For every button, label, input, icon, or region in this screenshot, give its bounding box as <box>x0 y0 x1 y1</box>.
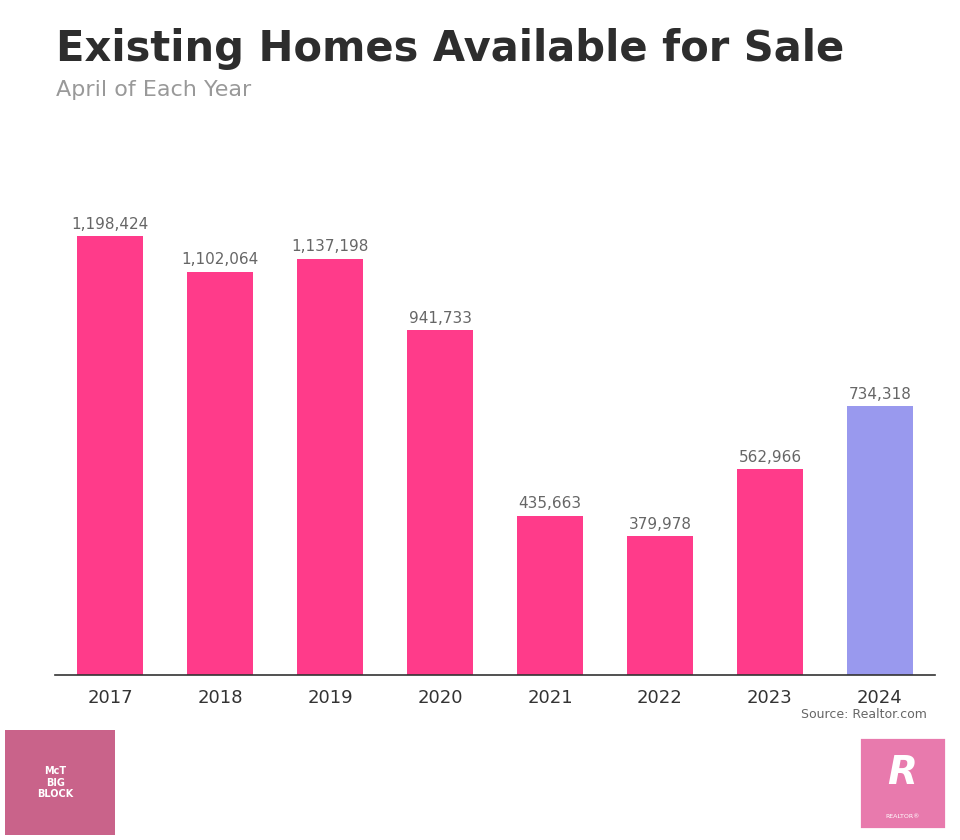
Bar <box>297 259 363 675</box>
Text: McT Real Estate Group: McT Real Estate Group <box>130 755 415 775</box>
Text: 379,978: 379,978 <box>629 517 691 532</box>
Text: 435,663: 435,663 <box>518 496 582 512</box>
Text: REALTOR®: REALTOR® <box>885 815 920 820</box>
Text: 734,318: 734,318 <box>849 387 911 402</box>
Text: R: R <box>887 754 918 792</box>
Bar <box>627 536 693 675</box>
Bar <box>737 469 803 675</box>
Bar <box>847 407 913 675</box>
Text: 562,966: 562,966 <box>738 449 802 465</box>
Bar <box>517 516 583 675</box>
Text: 941,733: 941,733 <box>409 311 471 326</box>
Text: 619-736-7003: 619-736-7003 <box>504 755 678 775</box>
Bar <box>407 330 473 675</box>
Text: ⌂: ⌂ <box>785 759 808 794</box>
Bar <box>77 236 143 675</box>
Text: Source: Realtor.com: Source: Realtor.com <box>801 708 926 721</box>
FancyBboxPatch shape <box>5 730 115 836</box>
Bar <box>187 271 253 675</box>
Text: EQUAL HOUSING
OPPORTUNITY: EQUAL HOUSING OPPORTUNITY <box>771 806 823 816</box>
FancyBboxPatch shape <box>859 737 946 828</box>
Text: 1,102,064: 1,102,064 <box>181 252 258 267</box>
Text: Existing Homes Available for Sale: Existing Homes Available for Sale <box>56 28 844 70</box>
Text: 1,137,198: 1,137,198 <box>291 239 369 255</box>
Text: April of Each Year: April of Each Year <box>56 80 251 100</box>
Text: Big Block Realty, Inc: Big Block Realty, Inc <box>130 795 385 816</box>
Text: 1,198,424: 1,198,424 <box>71 217 149 232</box>
Text: mctrealestategroup.com: mctrealestategroup.com <box>504 795 814 816</box>
Text: McT
BIG
BLOCK: McT BIG BLOCK <box>37 766 74 799</box>
